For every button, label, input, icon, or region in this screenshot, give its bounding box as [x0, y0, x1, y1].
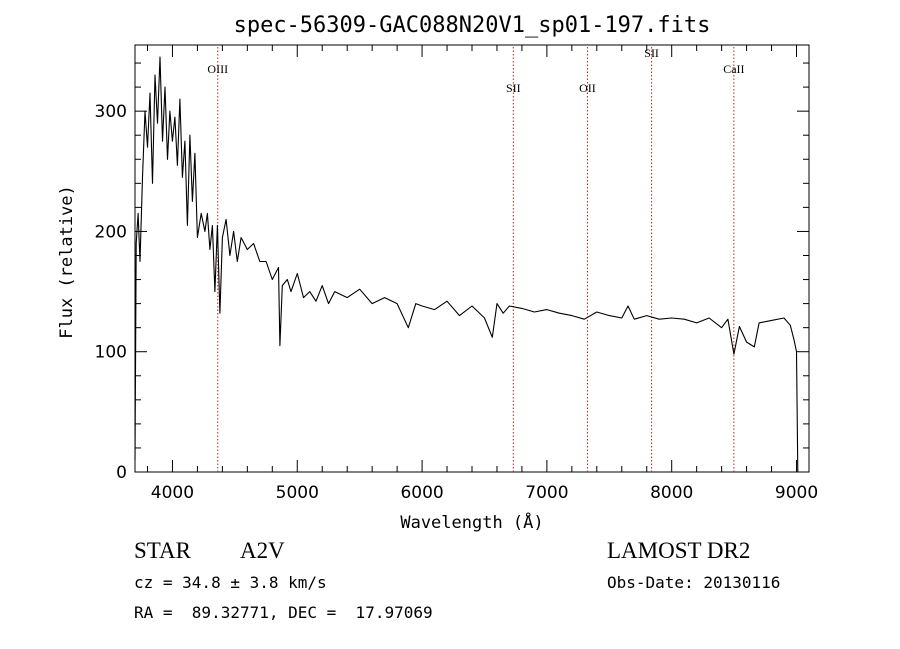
y-axis: 0 100 200 300	[95, 62, 809, 483]
y-tick-label: 0	[116, 463, 127, 483]
coordinates-text: RA = 89.32771, DEC = 17.97069	[134, 603, 433, 622]
line-marker-label: SII	[506, 81, 521, 95]
redshift-text: cz = 34.8 ± 3.8 km/s	[134, 573, 327, 592]
y-axis-label: Flux (relative)	[57, 185, 77, 339]
line-marker-label: OII	[579, 81, 596, 95]
line-marker-label: OIII	[207, 62, 228, 76]
line-marker-label: CaII	[723, 62, 744, 76]
plot-frame	[134, 44, 810, 473]
survey-label: LAMOST DR2	[607, 538, 751, 563]
emission-line-markers: OIII SII OII SII CaII	[207, 46, 745, 472]
subclass: A2V	[240, 538, 285, 563]
obs-date-text: Obs-Date: 20130116	[607, 573, 781, 592]
x-tick-label: 5000	[276, 483, 319, 503]
x-tick-label: 4000	[151, 483, 194, 503]
x-tick-label: 7000	[525, 483, 568, 503]
line-marker-label: SII	[644, 46, 659, 60]
y-tick-label: 100	[95, 343, 127, 363]
chart-title: spec-56309-GAC088N20V1_sp01-197.fits	[234, 13, 711, 38]
x-tick-label: 8000	[650, 483, 693, 503]
y-tick-label: 300	[95, 102, 127, 122]
spectrum-line	[134, 56, 799, 473]
x-tick-label: 6000	[400, 483, 443, 503]
x-tick-label: 9000	[775, 483, 818, 503]
y-tick-label: 200	[95, 222, 127, 242]
x-axis: 4000 5000 6000 7000 8000 9000	[146, 45, 818, 503]
object-type: STAR	[134, 538, 191, 563]
x-axis-label: Wavelength (Å)	[400, 511, 543, 533]
